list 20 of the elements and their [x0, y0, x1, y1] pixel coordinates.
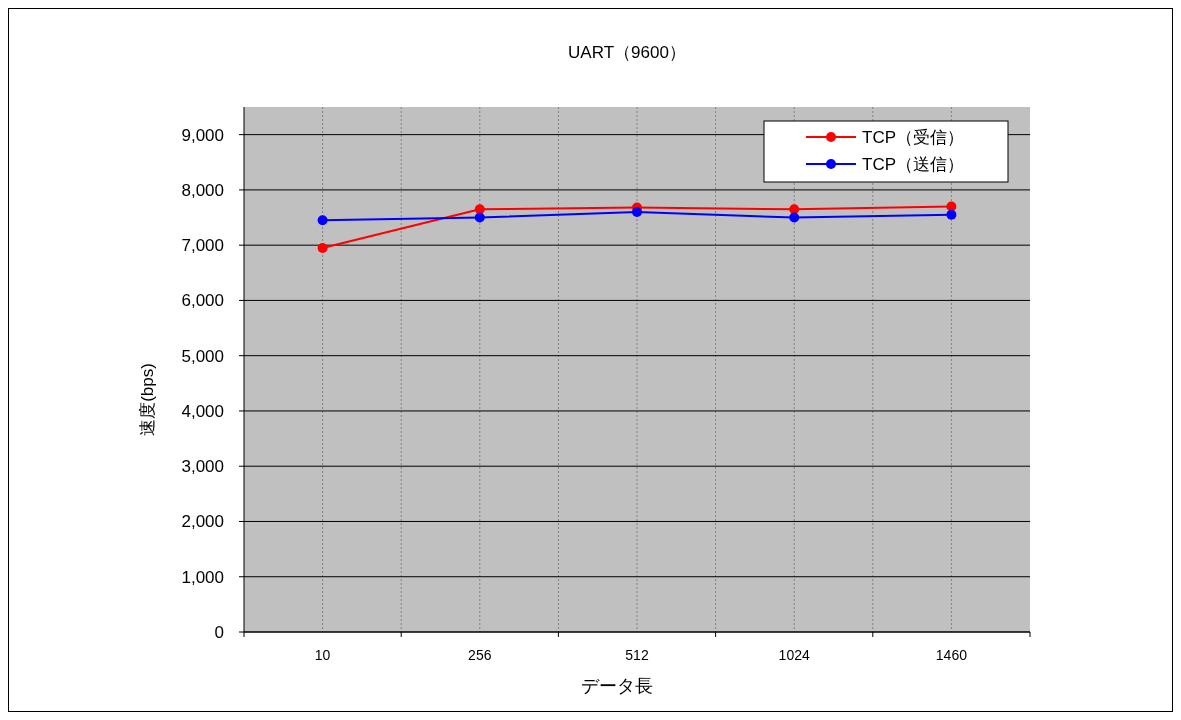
x-tick-label: 512: [625, 647, 649, 663]
x-tick-label: 1024: [778, 647, 810, 663]
x-axis-title: データ長: [581, 676, 653, 696]
y-tick-label: 8,000: [181, 180, 224, 200]
y-tick-label: 9,000: [181, 125, 224, 145]
y-tick-label: 1,000: [181, 567, 224, 587]
y-tick-label: 4,000: [181, 401, 224, 421]
x-tick-label: 1460: [935, 647, 968, 663]
y-tick-label: 7,000: [181, 236, 224, 256]
y-axis-title: 速度(bps): [138, 363, 157, 436]
y-tick-label: 2,000: [181, 512, 224, 532]
x-tick-label: 256: [468, 647, 492, 663]
y-tick-label: 5,000: [181, 346, 224, 366]
legend-label: TCP（受信）: [862, 127, 964, 147]
chart-title: UART（9600）: [568, 43, 686, 62]
y-tick-label: 6,000: [181, 291, 224, 311]
y-tick-label: 3,000: [181, 457, 224, 477]
legend-label: TCP（送信）: [862, 154, 964, 174]
x-tick-label: 10: [314, 647, 331, 663]
y-tick-label: 0: [214, 622, 224, 642]
